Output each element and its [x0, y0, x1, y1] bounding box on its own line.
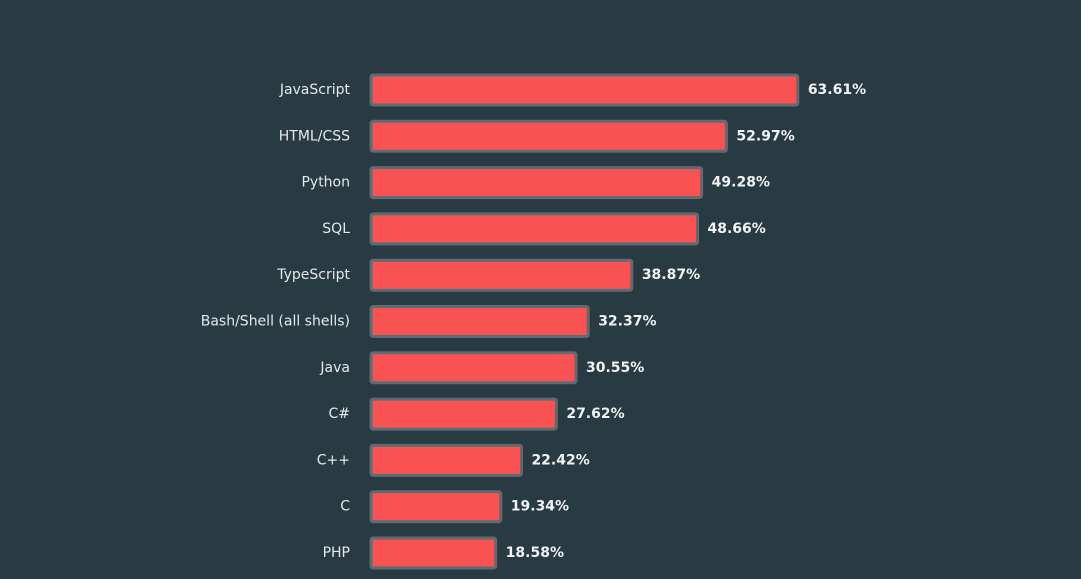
bar	[369, 73, 800, 107]
category-label: Bash/Shell (all shells)	[201, 314, 350, 330]
value-label: 19.34%	[511, 499, 569, 515]
value-label: 32.37%	[598, 314, 656, 330]
value-label: 38.87%	[642, 267, 700, 283]
bar	[369, 119, 728, 153]
category-label: C++	[317, 452, 350, 468]
value-label: 52.97%	[736, 128, 794, 144]
category-label: TypeScript	[276, 267, 350, 283]
value-label: 49.28%	[712, 175, 770, 191]
bar	[369, 490, 503, 524]
category-label: PHP	[323, 545, 350, 561]
bar	[369, 443, 523, 477]
value-label: 22.42%	[531, 452, 589, 468]
bar	[369, 258, 634, 292]
category-label: Python	[301, 175, 350, 191]
value-label: 63.61%	[808, 82, 866, 98]
category-label: JavaScript	[279, 82, 351, 98]
bar	[369, 166, 704, 200]
value-label: 18.58%	[506, 545, 564, 561]
category-label: SQL	[322, 221, 350, 237]
category-label: Java	[319, 360, 350, 376]
value-label: 30.55%	[586, 360, 644, 376]
bar	[369, 212, 700, 246]
category-label: HTML/CSS	[279, 128, 350, 144]
value-label: 48.66%	[708, 221, 766, 237]
category-label: C#	[328, 406, 350, 422]
value-label: 27.62%	[566, 406, 624, 422]
bar	[369, 397, 558, 431]
category-label: C	[340, 499, 350, 515]
bar	[369, 351, 578, 385]
bar	[369, 305, 590, 338]
bar	[369, 536, 498, 570]
